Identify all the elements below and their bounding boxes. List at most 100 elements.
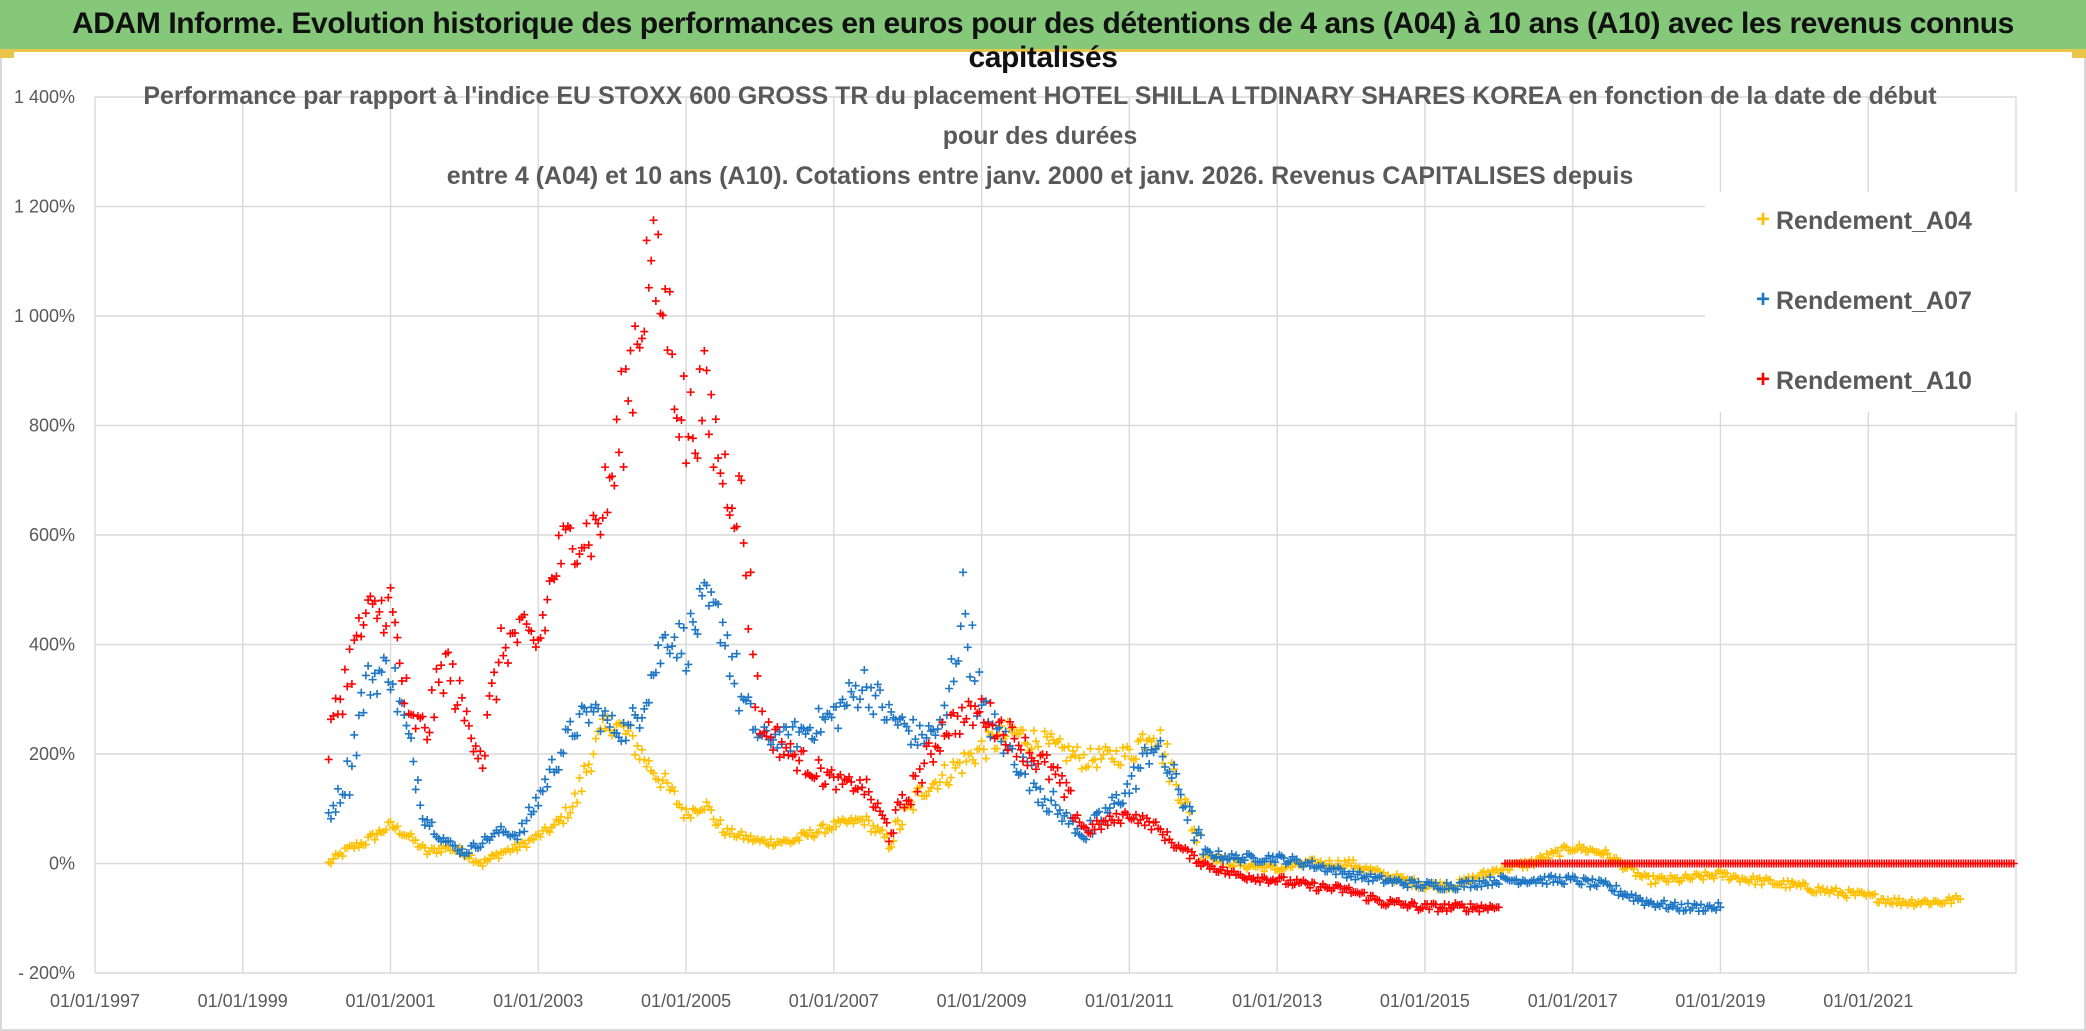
data-point [716,816,725,825]
data-point [626,721,635,730]
data-point [746,832,755,841]
data-point [1040,795,1049,804]
data-point [1640,901,1649,910]
data-point [864,703,873,712]
data-point [1058,771,1067,780]
chart-title: Performance par rapport à l'indice EU ST… [143,82,1937,190]
y-tick-label: 800% [29,416,75,436]
data-point [557,559,566,568]
data-point [1138,811,1147,820]
data-point [656,659,665,668]
data-point [716,638,725,647]
data-point [1279,854,1288,863]
data-point [1066,753,1075,762]
data-point [1029,726,1038,735]
data-point [402,674,411,683]
data-point [838,695,847,704]
legend-marker-a07: + [1756,286,1770,313]
data-point [324,808,333,817]
data-point [478,839,487,848]
data-point [395,659,404,668]
data-point [1266,857,1275,866]
data-point [543,595,552,604]
data-point [827,825,836,834]
data-point [1136,764,1145,773]
data-point [766,740,775,749]
data-point [878,703,887,712]
data-point [1176,798,1185,807]
data-point [698,591,707,600]
data-point [621,364,630,373]
data-point [573,798,582,807]
data-point [663,346,672,355]
data-point [1892,899,1901,908]
data-point [1414,877,1423,886]
data-point [1494,903,1503,912]
data-point [1538,879,1547,888]
data-point [836,770,845,779]
data-point [513,835,522,844]
data-point [1555,852,1564,861]
data-point [345,645,354,654]
data-point [1196,831,1205,840]
data-point [340,665,349,674]
data-point [598,513,607,522]
data-point [1612,853,1621,862]
data-point [464,849,473,858]
data-point [1185,802,1194,811]
legend-label-a10: Rendement_A10 [1776,367,1972,395]
data-point [887,707,896,716]
data-point [845,772,854,781]
data-point [766,835,775,844]
data-point [751,703,760,712]
data-point [926,783,935,792]
data-point [966,672,975,681]
data-point [805,826,814,835]
data-point [580,762,589,771]
chart-title-line-1: Performance par rapport à l'indice EU ST… [143,82,1937,110]
data-point [455,849,464,858]
data-point [354,711,363,720]
x-tick-label: 01/01/2009 [937,991,1027,1011]
data-point [1066,786,1075,795]
data-point [1163,827,1172,836]
data-point [970,676,979,685]
data-point [862,775,871,784]
x-tick-label: 01/01/2021 [1823,991,1913,1011]
data-point [838,780,847,789]
data-point [922,791,931,800]
data-point [1019,726,1028,735]
data-point [352,631,361,640]
data-point [658,776,667,785]
data-point [898,713,907,722]
data-point [773,743,782,752]
data-point [748,650,757,659]
data-point [849,693,858,702]
data-point [543,782,552,791]
data-point [675,433,684,442]
data-point [610,481,619,490]
data-point [1442,878,1451,887]
data-point [889,829,898,838]
data-point [1147,825,1156,834]
data-point [658,311,667,320]
x-tick-label: 01/01/2007 [789,991,879,1011]
data-point [1172,769,1181,778]
data-point [984,719,993,728]
data-point [485,855,494,864]
data-point [361,840,370,849]
data-point [871,691,880,700]
data-point [331,694,340,703]
data-point [1225,854,1234,863]
data-point [860,790,869,799]
data-point [947,655,956,664]
data-point [464,721,473,730]
data-point [677,416,686,425]
data-point [871,803,880,812]
data-point [957,703,966,712]
data-point [635,343,644,352]
data-point [718,479,727,488]
data-point [577,787,586,796]
data-point [1016,745,1025,754]
data-point [527,627,536,636]
